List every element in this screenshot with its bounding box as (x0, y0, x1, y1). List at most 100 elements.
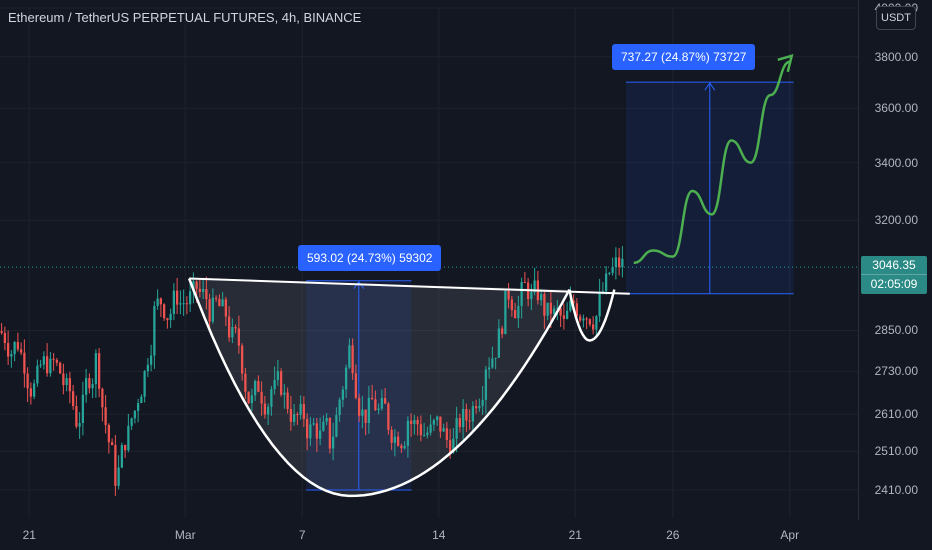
candle-body (211, 297, 215, 322)
candle-body (439, 416, 442, 432)
candle-body (39, 364, 42, 366)
candle-body (569, 300, 572, 311)
candle-body (562, 315, 566, 319)
candle-body (435, 416, 439, 421)
candle-body (62, 373, 65, 386)
candle-body (377, 408, 380, 411)
candle-body (299, 404, 302, 415)
y-tick-label: 3200.00 (874, 213, 918, 228)
x-tick-label: Mar (174, 528, 196, 542)
projection-arrow-head (777, 54, 794, 73)
candles (0, 245, 624, 496)
candle-body (88, 378, 91, 389)
candle-body (422, 435, 426, 437)
candle-body (364, 409, 367, 423)
candle-body (481, 399, 484, 406)
candle-body (504, 290, 507, 335)
candle-body (497, 328, 501, 358)
candle-body (214, 297, 218, 299)
candle-body (595, 316, 598, 330)
projection-curve (633, 60, 791, 265)
candle-body (114, 445, 117, 486)
candle-body (361, 409, 364, 416)
measure-label-1: 593.02 (24.73%) 59302 (298, 245, 442, 271)
candle-body (380, 398, 384, 409)
candle-body (91, 384, 94, 389)
candle-body (383, 398, 387, 404)
candle-body (559, 307, 562, 316)
candle-body (523, 282, 527, 284)
currency-button[interactable]: USDT (876, 6, 916, 30)
candle-body (598, 292, 601, 317)
candle-countdown: 02:05:09 (861, 274, 927, 293)
candle-body (312, 423, 315, 425)
candle-body (283, 392, 286, 395)
candle-body (185, 303, 189, 305)
candle-body (530, 292, 533, 300)
candle-body (416, 419, 419, 425)
candle-body (276, 371, 280, 380)
candle-body (224, 299, 228, 317)
chart-title: Ethereum / TetherUS PERPETUAL FUTURES, 4… (8, 10, 362, 25)
candle-body (520, 282, 523, 306)
candle-body (517, 305, 520, 319)
candle-body (442, 428, 445, 432)
candle-body (338, 399, 341, 416)
y-tick-label: 2730.00 (874, 364, 918, 379)
candle-body (75, 406, 78, 427)
candle-body (507, 290, 510, 300)
candle-body (432, 420, 436, 425)
candle-body (266, 406, 270, 415)
candle-body (78, 423, 81, 427)
candle-body (351, 345, 354, 374)
candle-body (549, 302, 553, 314)
candle-body (341, 389, 345, 400)
candle-body (604, 273, 608, 292)
candle-body (97, 353, 101, 389)
candle-body (500, 328, 504, 335)
candle-body (172, 290, 176, 315)
candle-body (10, 354, 13, 357)
candle-body (68, 378, 72, 392)
candle-body (367, 397, 371, 423)
candle-body (156, 298, 159, 306)
candle-body (149, 355, 153, 365)
candle-body (309, 424, 312, 439)
candle-body (19, 349, 23, 353)
candle-body (130, 418, 133, 426)
candle-body (13, 342, 16, 355)
y-tick-label: 2850.00 (874, 323, 918, 338)
candle-body (357, 397, 361, 416)
candle-body (374, 399, 377, 411)
candle-body (292, 414, 296, 422)
candle-body (42, 356, 46, 365)
price-scale[interactable] (858, 0, 932, 520)
x-tick-label: 21 (568, 528, 582, 542)
candle-body (491, 358, 494, 368)
candle-body (101, 388, 104, 408)
candle-body (578, 316, 582, 321)
candle-body (205, 289, 208, 300)
candle-body (585, 318, 588, 320)
candle-body (162, 304, 166, 319)
candle-body (71, 391, 75, 407)
candle-body (250, 395, 254, 404)
candle-body (608, 272, 611, 274)
candle-body (513, 310, 517, 319)
cup-curve (187, 278, 571, 498)
candle-body (614, 257, 618, 267)
candle-body (166, 318, 169, 321)
candle-body (218, 298, 221, 307)
candle-body (58, 362, 62, 374)
candle-body (452, 438, 455, 453)
candle-body (120, 444, 124, 468)
candle-body (354, 373, 358, 398)
candle-body (468, 420, 471, 422)
cup-pattern-area (189, 278, 570, 496)
candle-body (227, 316, 231, 338)
candle-body (419, 424, 423, 436)
candle-body (302, 404, 306, 419)
candle-body (546, 302, 549, 316)
candle-body (260, 391, 263, 404)
